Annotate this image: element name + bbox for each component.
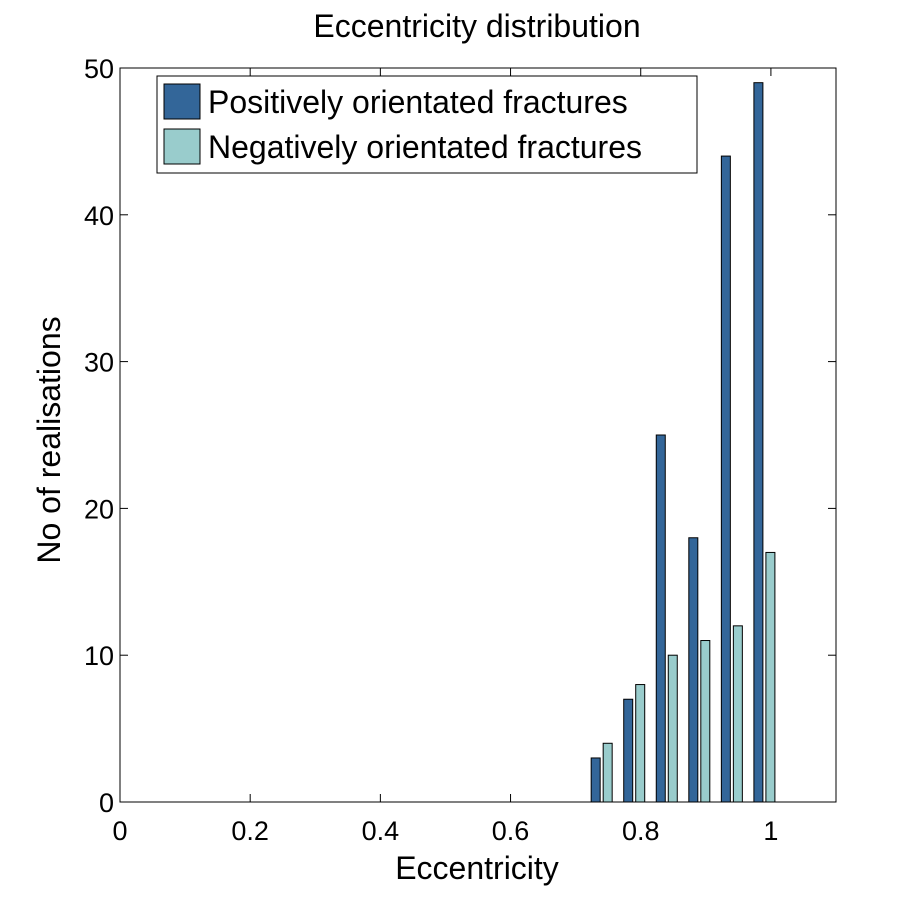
plot-area [119,67,837,803]
y-tick-label: 30 [84,348,114,378]
x-tick-label: 0.6 [492,816,530,846]
bar-positive [753,82,764,803]
bar-positive [623,698,634,803]
y-tick-label: 0 [99,788,114,818]
bar-positive [688,537,699,803]
x-tick-label: 0.8 [622,816,660,846]
bar-negative [765,551,776,803]
bar-negative [667,654,678,803]
y-tick-label: 40 [84,201,114,231]
legend-swatch [163,128,201,165]
legend: Positively orientated fractures Negativel… [156,75,698,174]
y-tick-label: 20 [84,494,114,524]
legend-label: Positively orientated fractures [208,84,628,120]
bar-negative [700,640,711,803]
y-axis-label: No of realisations [31,316,67,563]
bar-positive [655,434,666,803]
legend-swatch [163,83,201,120]
x-tick-label: 0.2 [231,816,269,846]
legend-label: Negatively orientated fractures [208,129,642,165]
x-tick-label: 0.4 [362,816,400,846]
x-axis-label: Eccentricity [395,850,559,886]
bar-positive [590,757,601,803]
y-tick-label: 50 [84,54,114,84]
legend-box [156,75,698,174]
x-tick-label: 0 [112,816,127,846]
bar-positive [720,155,731,803]
y-tick-label: 10 [84,641,114,671]
bars [590,82,776,803]
x-tick-label: 1 [763,816,778,846]
bar-negative [635,684,646,803]
bar-negative [602,742,613,803]
chart-title: Eccentricity distribution [313,8,640,44]
bar-negative [732,625,743,803]
